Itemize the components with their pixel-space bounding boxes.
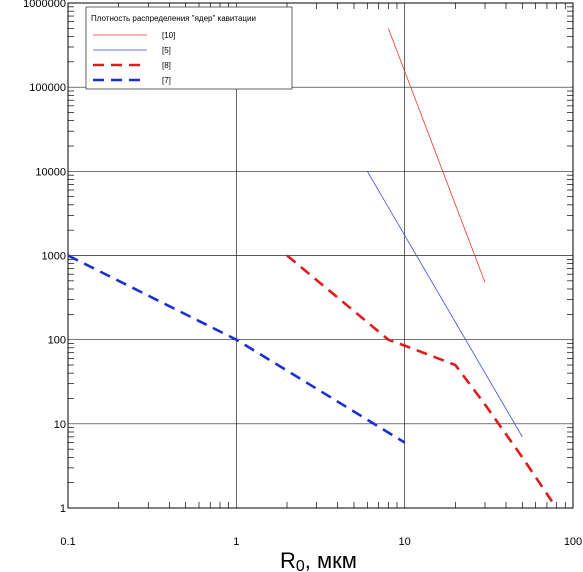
x-axis-label-main: R <box>280 548 296 572</box>
x-axis-label-subscript: 0 <box>296 558 305 572</box>
series-line-10 <box>387 28 486 283</box>
y-tick-label: 10 <box>54 419 66 431</box>
x-tick-label: 0.1 <box>60 536 75 548</box>
x-tick-label: 100 <box>564 536 582 548</box>
legend-label: [5] <box>162 46 171 55</box>
plot-frame <box>67 2 574 509</box>
x-tick-label: 10 <box>399 536 411 548</box>
y-tick-label: 10000 <box>35 166 66 178</box>
y-tick-label: 1000000 <box>23 0 66 10</box>
series-group <box>67 28 554 503</box>
legend-entries: [10] [5] [8] [7] <box>93 31 175 85</box>
legend-label: [7] <box>162 76 171 85</box>
legend-label: [10] <box>162 31 175 40</box>
y-tick-label: 100000 <box>29 82 66 94</box>
y-tick-label: 100 <box>48 335 66 347</box>
x-axis-label-unit: , мкм <box>305 548 357 572</box>
y-tick-label: 1 <box>60 503 66 515</box>
series-line-7 <box>67 254 406 444</box>
legend: Плотность распределения "ядер" кавитации… <box>85 6 293 90</box>
series-line-5 <box>366 171 523 438</box>
y-tick-label: 1000 <box>42 251 66 263</box>
legend-label: [8] <box>162 61 171 70</box>
x-axis-label: R0, мкм <box>280 548 357 572</box>
series-line-8 <box>286 254 554 503</box>
legend-box <box>85 6 293 90</box>
x-tick-label: 1 <box>233 536 239 548</box>
tick-labels: 0.1 1 10 100 1 10 100 1000 10000 100000 1000000 <box>23 0 582 548</box>
legend-title: Плотность распределения "ядер" кавитации <box>91 14 256 23</box>
